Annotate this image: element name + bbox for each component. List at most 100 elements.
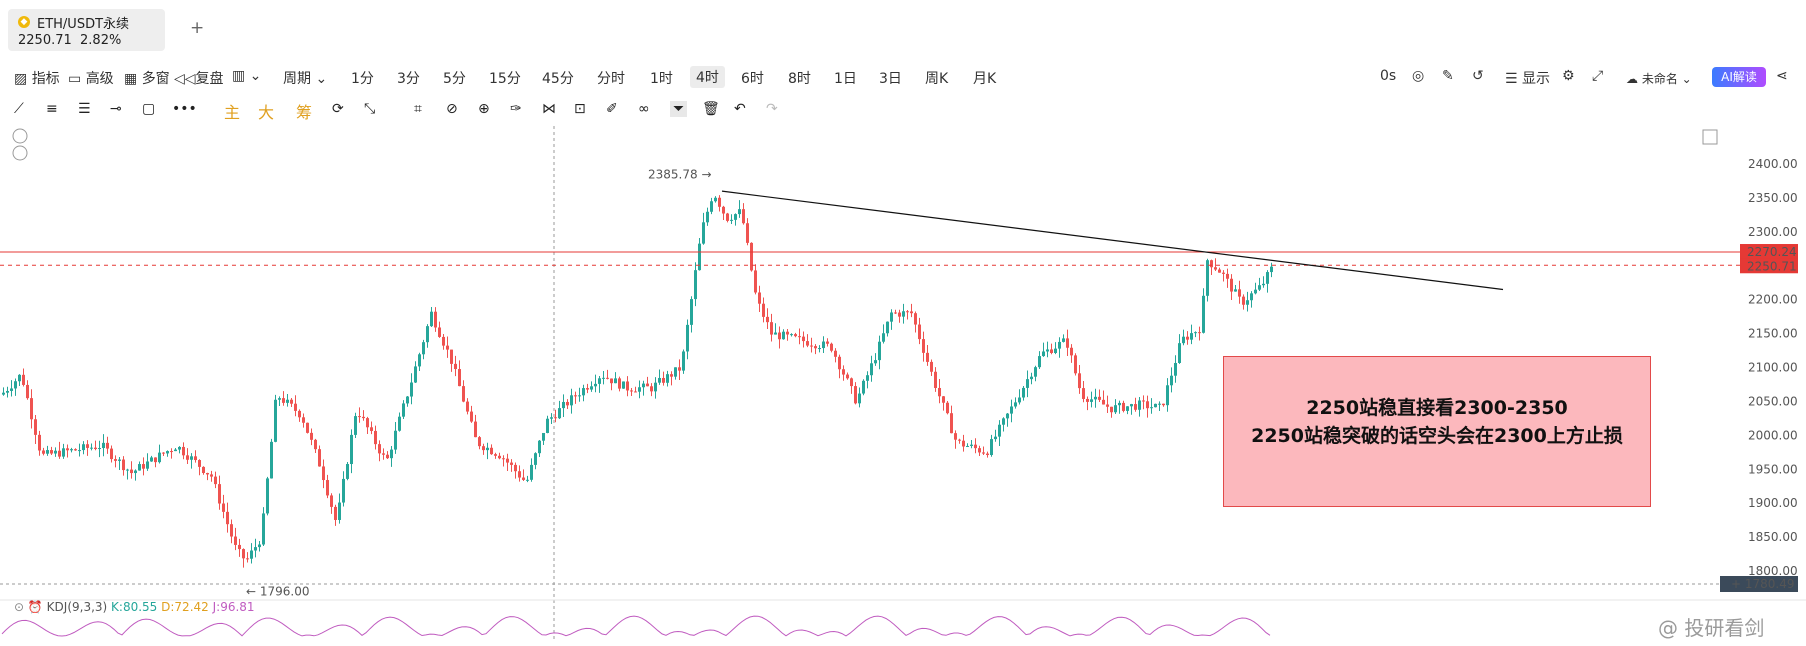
- sync-icon[interactable]: ⟳: [332, 101, 344, 117]
- candle-body: [914, 313, 917, 325]
- share-icon[interactable]: ⋖: [1776, 68, 1788, 84]
- candle-body: [946, 402, 949, 414]
- reply-icon[interactable]: ↺: [1472, 68, 1484, 84]
- candle-body: [670, 374, 673, 377]
- rectangle-tool-icon[interactable]: ▢: [142, 101, 156, 117]
- parallel-lines-icon[interactable]: ≡: [46, 101, 58, 117]
- trendline-tool-icon[interactable]: ⟋: [14, 101, 24, 117]
- candle-body: [690, 299, 693, 325]
- candle-body: [1202, 295, 1205, 333]
- candle-body: [674, 367, 677, 377]
- candle-body: [714, 197, 717, 202]
- candle-body: [38, 434, 41, 451]
- trash-icon[interactable]: 🗑: [702, 101, 720, 117]
- candle-body: [838, 356, 841, 370]
- link-icon[interactable]: ∞: [638, 101, 650, 117]
- period-dropdown[interactable]: 周期 ⌄: [283, 71, 328, 87]
- candle-body: [1038, 356, 1041, 368]
- candle-body: [418, 354, 421, 367]
- candle-body: [774, 332, 777, 335]
- ai-button[interactable]: AI解读: [1712, 67, 1766, 87]
- ray-tool-icon[interactable]: ⊸: [110, 101, 122, 117]
- candle-body: [1098, 396, 1101, 400]
- candle-body: [1134, 404, 1137, 410]
- candle-body: [1222, 272, 1225, 274]
- advanced-button[interactable]: ▭ 高级: [68, 71, 114, 87]
- more-tools-icon[interactable]: •••: [172, 101, 197, 117]
- main-force-chip[interactable]: 主: [224, 103, 241, 122]
- interval-3d[interactable]: 3日: [879, 71, 902, 87]
- interval-6h[interactable]: 6时: [741, 71, 764, 87]
- interval-15m[interactable]: 15分: [489, 71, 521, 87]
- undo-icon[interactable]: ↶: [734, 101, 746, 117]
- chip-distribution-chip[interactable]: 筹: [296, 103, 313, 122]
- candle-body: [190, 456, 193, 460]
- ruler-icon[interactable]: ⊘: [446, 101, 458, 117]
- interval-week[interactable]: 周K: [925, 71, 949, 87]
- candle-body: [1154, 403, 1157, 408]
- candle-body: [218, 484, 221, 504]
- price-chart[interactable]: 2400.002350.002300.002250.002200.002150.…: [0, 126, 1806, 642]
- candle-body: [694, 270, 697, 300]
- countdown-label: 0s: [1380, 68, 1397, 84]
- symbol-tab[interactable]: ◆ ETH/USDT永续 2250.71 2.82%: [8, 9, 165, 51]
- brush-icon[interactable]: ✑: [510, 101, 522, 117]
- interval-4h[interactable]: 4时: [690, 66, 725, 88]
- interval-3m[interactable]: 3分: [397, 71, 420, 87]
- layout-dropdown[interactable]: ☁ 未命名 ⌄: [1626, 72, 1692, 86]
- low-price-label: ← 1796.00: [246, 585, 310, 599]
- interval-8h[interactable]: 8时: [788, 71, 811, 87]
- candle-body: [1158, 403, 1161, 405]
- edit-icon[interactable]: ✐: [606, 101, 618, 117]
- replay-button[interactable]: ◁◁复盘: [174, 71, 224, 87]
- candle-body: [358, 416, 361, 418]
- candle-body: [290, 399, 293, 404]
- candle-body: [510, 462, 513, 465]
- annotation-box[interactable]: 2250站稳直接看2300-2350 2250站稳突破的话空头会在2300上方止…: [1223, 356, 1651, 507]
- magnet-icon[interactable]: ⋈: [542, 101, 556, 117]
- chart-type-button[interactable]: ▥ ⌄: [232, 68, 262, 84]
- candle-body: [506, 458, 509, 463]
- interval-1m[interactable]: 1分: [351, 71, 374, 87]
- interval-month[interactable]: 月K: [973, 71, 997, 87]
- display-button[interactable]: ☰ 显示: [1505, 71, 1551, 87]
- candle-body: [310, 432, 313, 440]
- candle-body: [222, 503, 225, 512]
- interval-1h[interactable]: 1时: [650, 71, 673, 87]
- pencil-icon[interactable]: ✎: [1442, 68, 1454, 84]
- fullscreen-icon[interactable]: ⤢: [1592, 68, 1604, 84]
- multi-window-button[interactable]: ▦ 多窗: [124, 71, 170, 87]
- alarm-icon[interactable]: ⏰: [27, 600, 43, 614]
- candle-body: [1114, 405, 1117, 413]
- interval-5m[interactable]: 5分: [443, 71, 466, 87]
- lock-icon[interactable]: ⊡: [574, 101, 586, 117]
- indicator-button[interactable]: ▨ 指标: [14, 71, 60, 87]
- camera-icon[interactable]: ◎: [1412, 68, 1425, 84]
- collapse-icon[interactable]: ⊙: [14, 600, 25, 614]
- interval-timeline[interactable]: 分时: [597, 71, 625, 87]
- add-tab-button[interactable]: +: [190, 18, 205, 38]
- candle-body: [42, 450, 45, 454]
- candle-body: [78, 450, 81, 452]
- redo-icon[interactable]: ↷: [766, 101, 778, 117]
- chart-svg[interactable]: 2400.002350.002300.002250.002200.002150.…: [0, 126, 1806, 642]
- zoom-icon[interactable]: ⊕: [478, 101, 490, 117]
- candle-body: [906, 311, 909, 313]
- candle-body: [86, 444, 89, 448]
- y-axis-tick-label: 2300.00: [1748, 225, 1798, 239]
- candle-body: [402, 403, 405, 417]
- candle-body: [514, 464, 517, 472]
- y-axis-tick-label: 2100.00: [1748, 361, 1798, 375]
- filter-icon[interactable]: ⏷: [670, 101, 688, 117]
- measure-icon[interactable]: ⤡: [364, 101, 376, 117]
- candle-body: [1194, 332, 1197, 334]
- settings-icon[interactable]: ⚙: [1562, 68, 1575, 84]
- candle-body: [398, 416, 401, 431]
- crop-icon[interactable]: ⌗: [414, 101, 422, 117]
- interval-1d[interactable]: 1日: [834, 71, 857, 87]
- horizontal-lines-icon[interactable]: ☰: [78, 101, 91, 117]
- candle-body: [114, 459, 117, 461]
- candle-body: [730, 219, 733, 221]
- interval-45m[interactable]: 45分: [542, 71, 574, 87]
- big-order-chip[interactable]: 大: [258, 103, 275, 122]
